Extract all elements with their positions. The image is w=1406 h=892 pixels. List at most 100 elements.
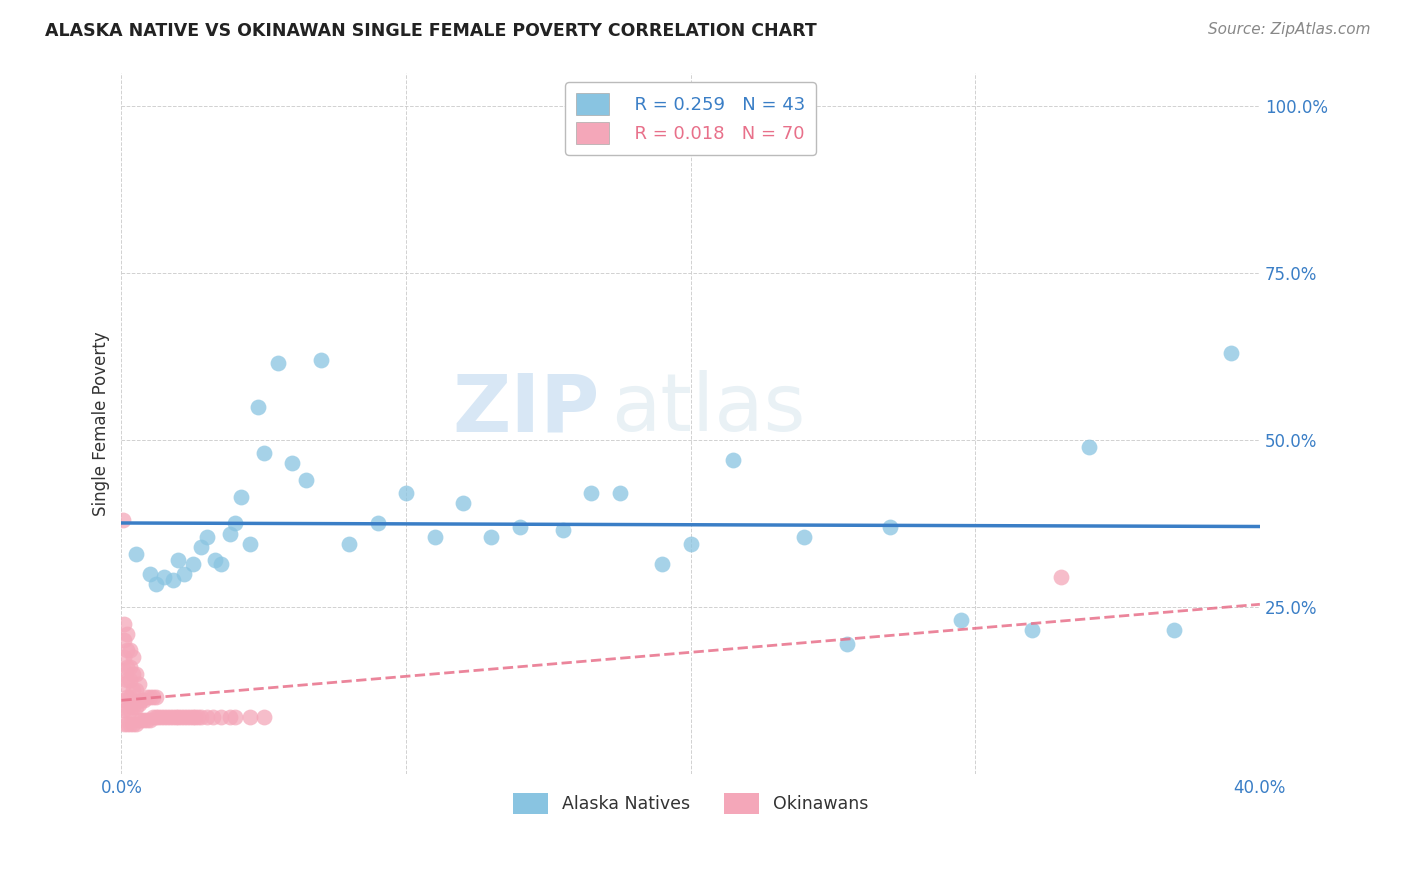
Point [195,530,218,544]
Point [115,673,138,688]
Point [184,710,207,724]
Point [131,693,153,707]
Point [128,697,150,711]
Point [218,526,240,541]
Point [190,710,212,724]
Point [238,710,260,724]
Point [142,690,165,704]
Point [156,710,179,724]
Point [229,490,252,504]
Point [159,710,181,724]
Point [115,643,138,657]
Point [423,530,446,544]
Point [134,714,156,728]
Point [224,516,246,531]
Point [793,530,815,544]
Point [128,714,150,728]
Point [253,710,276,724]
Point [121,716,143,731]
Point [1163,624,1185,638]
Point [153,710,176,724]
Point [136,690,159,704]
Point [181,710,204,724]
Point [224,710,246,724]
Point [115,660,138,674]
Point [281,457,304,471]
Point [179,710,201,724]
Point [170,710,193,724]
Point [112,663,135,677]
Point [1078,440,1101,454]
Point [124,666,146,681]
Point [451,496,474,510]
Point [115,690,138,704]
Point [121,650,143,665]
Point [118,716,141,731]
Point [131,714,153,728]
Point [124,716,146,731]
Legend: Alaska Natives, Okinawans: Alaska Natives, Okinawans [502,782,879,825]
Point [112,650,135,665]
Point [115,703,138,717]
Point [609,486,631,500]
Point [1049,570,1071,584]
Point [128,676,150,690]
Point [112,616,135,631]
Point [124,683,146,698]
Point [509,520,531,534]
Point [139,714,162,728]
Point [112,716,135,731]
Point [136,714,159,728]
Point [118,703,141,717]
Point [723,453,745,467]
Point [1021,624,1043,638]
Point [112,693,135,707]
Point [201,710,224,724]
Point [145,690,167,704]
Point [950,613,973,627]
Point [139,690,162,704]
Point [111,513,134,527]
Text: ZIP: ZIP [453,370,599,449]
Point [134,693,156,707]
Point [118,643,141,657]
Point [173,566,195,581]
Point [167,710,190,724]
Point [247,400,270,414]
Point [112,633,135,648]
Point [145,710,167,724]
Point [551,523,574,537]
Point [153,570,176,584]
Point [115,716,138,731]
Y-axis label: Single Female Poverty: Single Female Poverty [93,331,110,516]
Point [162,710,184,724]
Point [651,557,673,571]
Point [267,356,290,370]
Point [579,486,602,500]
Point [142,710,165,724]
Point [118,660,141,674]
Point [209,710,232,724]
Point [481,530,503,544]
Point [112,703,135,717]
Point [679,536,702,550]
Point [337,536,360,550]
Point [190,540,212,554]
Point [195,710,218,724]
Point [218,710,240,724]
Point [121,683,143,698]
Point [238,536,260,550]
Point [167,553,190,567]
Point [367,516,389,531]
Point [121,700,143,714]
Point [162,573,184,587]
Text: atlas: atlas [612,370,806,449]
Point [148,710,170,724]
Point [124,547,146,561]
Point [121,666,143,681]
Point [165,710,187,724]
Point [124,700,146,714]
Point [173,710,195,724]
Point [176,710,198,724]
Point [115,626,138,640]
